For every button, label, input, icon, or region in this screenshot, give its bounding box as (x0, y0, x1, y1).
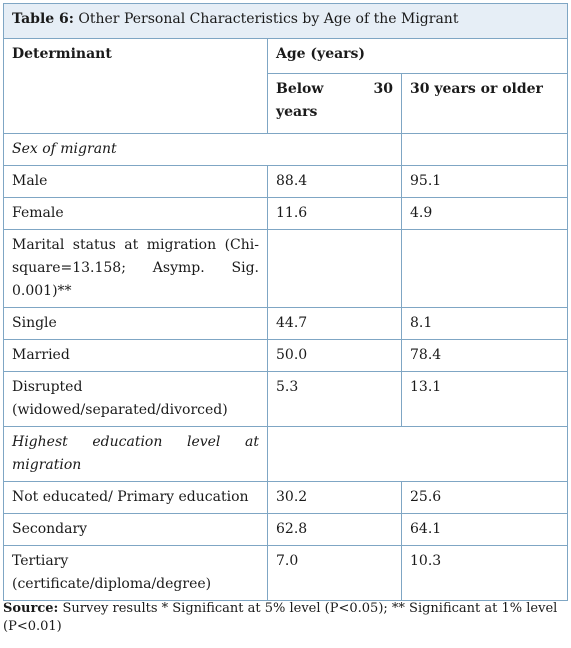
row-label: Tertiary (certificate/diploma/degree) (3, 545, 268, 601)
table-row: Highest education level at migration (3, 426, 568, 482)
row-value-below-30: 44.7 (267, 307, 402, 340)
row-value-below-30 (267, 229, 402, 308)
table-row: Male 88.4 95.1 (3, 165, 568, 198)
table-row: Marital status at migration (Chi-square=… (3, 229, 568, 308)
row-value-30-or-older (401, 133, 568, 166)
row-label: Single (3, 307, 268, 340)
row-label: Married (3, 339, 268, 372)
table-row: Not educated/ Primary education 30.2 25.… (3, 481, 568, 514)
row-label: Secondary (3, 513, 268, 546)
table-row: Single 44.7 8.1 (3, 307, 568, 340)
row-value-30-or-older: 8.1 (401, 307, 568, 340)
source-label: Source: (3, 601, 59, 616)
age-group-header: Age (years) (267, 37, 568, 75)
row-value-30-or-older: 64.1 (401, 513, 568, 546)
caption-text: Other Personal Characteristics by Age of… (78, 11, 459, 27)
row-value-30-or-older: 4.9 (401, 197, 568, 230)
row-label: Not educated/ Primary education (3, 481, 268, 514)
30-or-older-header: 30 years or older (401, 73, 568, 134)
row-value-30-or-older: 10.3 (401, 545, 568, 601)
row-label: Sex of migrant (3, 133, 402, 166)
source-text: Survey results * Significant at 5% level… (3, 601, 558, 634)
source-note: Source: Survey results * Significant at … (3, 600, 565, 636)
row-value-30-or-older: 78.4 (401, 339, 568, 372)
row-value-below-30: 50.0 (267, 339, 402, 372)
table-row: Sex of migrant (3, 133, 568, 166)
header-row-1: Determinant Age (years) (3, 37, 568, 134)
row-value-30-or-older: 25.6 (401, 481, 568, 514)
row-label: Female (3, 197, 268, 230)
row-label: Highest education level at migration (3, 426, 268, 482)
row-label: Marital status at migration (Chi-square=… (3, 229, 268, 308)
row-value-30-or-older: 95.1 (401, 165, 568, 198)
row-value-30-or-older (401, 229, 568, 308)
table-caption: Table 6: Other Personal Characteristics … (3, 3, 568, 39)
table-row: Tertiary (certificate/diploma/degree) 7.… (3, 545, 568, 601)
row-value-below-30: 62.8 (267, 513, 402, 546)
below-30-header: Below 30 years (267, 73, 402, 134)
row-value-below-30: 88.4 (267, 165, 402, 198)
below-30-unit: years (276, 104, 318, 121)
characteristics-table: Table 6: Other Personal Characteristics … (3, 3, 568, 601)
table-row: Secondary 62.8 64.1 (3, 513, 568, 546)
row-label: Disrupted (widowed/separated/divorced) (3, 371, 268, 427)
row-value-below-30: 11.6 (267, 197, 402, 230)
row-value-30-or-older: 13.1 (401, 371, 568, 427)
caption-label: Table 6: (12, 11, 74, 27)
table-row: Disrupted (widowed/separated/divorced) 5… (3, 371, 568, 427)
determinant-header: Determinant (3, 38, 268, 134)
table-row: Married 50.0 78.4 (3, 339, 568, 372)
row-value-below-30: 30.2 (267, 481, 402, 514)
row-value-below-30: 5.3 (267, 371, 402, 427)
row-value-merged (267, 426, 568, 482)
row-label: Male (3, 165, 268, 198)
below-30-word: Below (276, 81, 324, 98)
table-row: Female 11.6 4.9 (3, 197, 568, 230)
caption-row: Table 6: Other Personal Characteristics … (3, 3, 568, 39)
below-30-number: 30 (373, 81, 393, 98)
row-value-below-30: 7.0 (267, 545, 402, 601)
